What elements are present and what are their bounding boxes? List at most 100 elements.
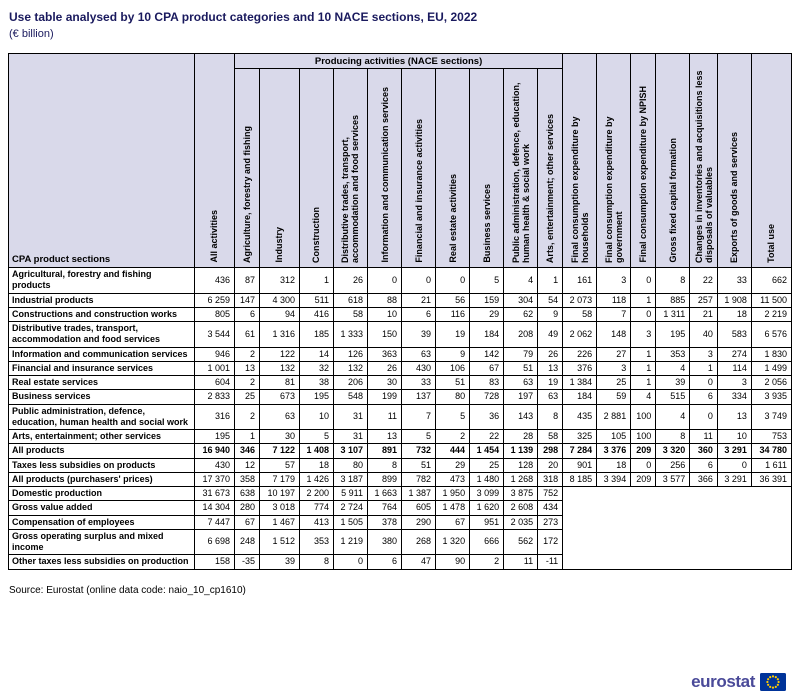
data-cell: 8 xyxy=(298,554,335,570)
data-cell: 6 xyxy=(689,389,718,405)
data-cell: 2 200 xyxy=(298,485,335,502)
data-cell: 3 187 xyxy=(333,471,369,488)
data-cell: 142 xyxy=(469,346,505,362)
col-header-gfcf: Gross fixed capital formation xyxy=(655,53,691,268)
data-cell: 7 179 xyxy=(259,471,300,488)
data-cell: 1 950 xyxy=(435,485,471,502)
data-cell: 2 881 xyxy=(596,403,632,430)
table-row: Constructions and construction works 805 6… xyxy=(8,306,793,323)
data-cell: 21 xyxy=(689,306,718,323)
table-row: Public administration, defence, educatio… xyxy=(8,403,793,430)
col-header-label: Financial and insurance activities xyxy=(413,119,424,263)
data-cell: 1 xyxy=(233,428,261,445)
data-cell: 31 xyxy=(333,428,369,445)
data-cell: 208 xyxy=(503,321,539,348)
row-label: Gross operating surplus and mixed income xyxy=(8,528,195,556)
data-cell: 1 xyxy=(630,346,657,362)
data-cell: 20 xyxy=(537,457,564,473)
data-cell: 316 xyxy=(194,403,235,430)
data-cell: 90 xyxy=(435,554,471,570)
data-cell: 662 xyxy=(750,267,793,294)
data-cell: 3 xyxy=(689,346,718,362)
data-cell: 3 xyxy=(596,360,632,377)
data-cell: 128 xyxy=(503,457,539,473)
data-cell: 30 xyxy=(367,374,403,391)
data-cell: 0 xyxy=(689,374,718,391)
data-cell: 147 xyxy=(233,292,261,308)
row-label: Agricultural, forestry and fishing produ… xyxy=(8,267,195,294)
data-cell: 19 xyxy=(537,374,564,391)
data-cell: 116 xyxy=(435,306,471,323)
blank-region xyxy=(562,485,792,501)
data-cell: 416 xyxy=(298,306,335,323)
data-cell: 1 001 xyxy=(194,360,235,377)
data-cell: 1 512 xyxy=(259,528,300,556)
data-cell: 184 xyxy=(562,389,598,405)
data-cell: 4 300 xyxy=(259,292,300,308)
data-cell: 2 xyxy=(435,428,471,445)
data-cell: 13 xyxy=(537,360,564,377)
data-cell: 22 xyxy=(469,428,505,445)
data-cell: 51 xyxy=(401,457,437,473)
data-cell: 7 284 xyxy=(562,443,598,459)
row-label: Financial and insurance services xyxy=(8,360,195,377)
data-cell: 21 xyxy=(401,292,437,308)
data-cell: 32 xyxy=(298,360,335,377)
data-cell: 376 xyxy=(562,360,598,377)
data-cell: 199 xyxy=(367,389,403,405)
data-cell: 39 xyxy=(655,374,691,391)
data-cell: 184 xyxy=(469,321,505,348)
data-cell: 1 320 xyxy=(435,528,471,556)
data-cell: 143 xyxy=(503,403,539,430)
data-cell: 63 xyxy=(503,374,539,391)
data-cell: 58 xyxy=(333,306,369,323)
data-cell: 4 xyxy=(655,360,691,377)
data-cell: 25 xyxy=(233,389,261,405)
data-cell: 11 xyxy=(503,554,539,570)
data-cell: 26 xyxy=(537,346,564,362)
data-cell: 0 xyxy=(689,403,718,430)
data-cell: 5 xyxy=(401,428,437,445)
data-cell: 1 316 xyxy=(259,321,300,348)
data-cell: 638 xyxy=(233,485,261,502)
table-row: Gross value added 14 304 280 3 018 774 2 724 7… xyxy=(8,500,792,516)
data-cell: 325 xyxy=(562,428,598,445)
data-cell: 0 xyxy=(630,306,657,323)
data-cell: 430 xyxy=(401,360,437,377)
eurostat-logo-text: eurostat xyxy=(691,672,755,691)
col-header-label: All activities xyxy=(209,210,220,263)
row-label: Public administration, defence, educatio… xyxy=(8,403,195,430)
data-cell: 2 xyxy=(233,346,261,362)
data-cell: 752 xyxy=(537,485,564,502)
data-cell: 274 xyxy=(716,346,752,362)
data-cell: 40 xyxy=(689,321,718,348)
data-cell: 13 xyxy=(367,428,403,445)
data-cell: 753 xyxy=(750,428,793,445)
data-cell: 5 xyxy=(435,403,471,430)
data-cell: 59 xyxy=(596,389,632,405)
data-cell: 18 xyxy=(596,457,632,473)
data-cell: 62 xyxy=(503,306,539,323)
data-cell: 583 xyxy=(716,321,752,348)
col-header-label: Information and communication services xyxy=(379,87,390,263)
data-cell: 885 xyxy=(655,292,691,308)
data-cell: 0 xyxy=(630,457,657,473)
data-cell: 11 xyxy=(367,403,403,430)
data-cell: 298 xyxy=(537,443,564,459)
data-cell: 2 073 xyxy=(562,292,598,308)
data-cell: 209 xyxy=(630,471,657,488)
data-cell: 7 xyxy=(596,306,632,323)
blank-region xyxy=(562,554,792,570)
data-cell: 159 xyxy=(469,292,505,308)
data-cell: 3 107 xyxy=(333,443,369,459)
table-row: Agricultural, forestry and fishing produ… xyxy=(8,267,793,294)
data-cell: 8 xyxy=(655,267,691,294)
row-label: Other taxes less subsidies on production xyxy=(8,554,195,570)
data-cell: 605 xyxy=(401,500,437,516)
data-cell: 1 311 xyxy=(655,306,691,323)
data-cell: 1 219 xyxy=(333,528,369,556)
data-cell: 94 xyxy=(259,306,300,323)
data-cell: 195 xyxy=(194,428,235,445)
data-cell: 3 xyxy=(716,374,752,391)
row-label: Distributive trades, transport, accommod… xyxy=(8,321,195,348)
